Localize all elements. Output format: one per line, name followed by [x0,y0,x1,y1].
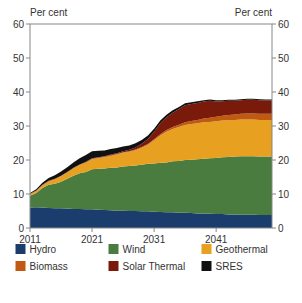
legend-swatch [202,261,212,271]
y2-tick-label: 0 [278,223,284,234]
y2-tick [272,126,276,127]
legend-label: Wind [123,244,146,255]
y2-tick-label: 20 [278,155,290,166]
legend-swatch [109,244,119,254]
legend-swatch [16,261,26,271]
y2-tick [272,58,276,59]
legend-label: Geothermal [216,244,268,255]
y-tick-label: 50 [13,53,25,64]
y2-axis-label: Per cent [235,7,272,18]
legend-label: SRES [216,261,244,272]
legend-swatch [16,244,26,254]
y2-tick [272,24,276,25]
areas [30,99,272,228]
y-tick [26,160,30,161]
y-tick-label: 30 [13,121,25,132]
area [30,120,272,196]
legend-swatch [109,261,119,271]
legend: Hydro Wind Geothermal Biomass Solar Thermal S… [16,244,268,272]
x-tick-label: 2031 [143,234,166,245]
y-tick [26,228,30,229]
y-tick-label: 10 [13,189,25,200]
area [30,100,272,194]
y2-tick [272,228,276,229]
plot-frame [30,24,272,228]
x-tick-label: 2021 [81,234,104,245]
y2-tick [272,92,276,93]
y2-tick [272,160,276,161]
y-tick [26,58,30,59]
y-tick [26,92,30,93]
area [30,156,272,215]
area [30,99,272,194]
y-tick-label: 40 [13,87,25,98]
x-tick [30,228,31,232]
y2-tick-label: 50 [278,53,290,64]
y-axis-label: Per cent [30,7,67,18]
y-tick [26,24,30,25]
x-tick [216,228,217,232]
y-tick-label: 60 [13,19,25,30]
legend-swatch [202,244,212,254]
y2-tick-label: 60 [278,19,290,30]
chart: 0102030405060010203040506020112021203120… [0,0,302,303]
x-tick [154,228,155,232]
legend-label: Hydro [30,244,57,255]
legend-label: Solar Thermal [123,261,186,272]
y-tick-label: 20 [13,155,25,166]
y-tick-label: 0 [18,223,24,234]
y2-tick-label: 30 [278,121,290,132]
y2-tick-label: 10 [278,189,290,200]
x-tick [92,228,93,232]
y2-tick [272,194,276,195]
area [30,113,272,194]
legend-label: Biomass [30,261,68,272]
y-tick [26,126,30,127]
y-tick [26,194,30,195]
y2-tick-label: 40 [278,87,290,98]
